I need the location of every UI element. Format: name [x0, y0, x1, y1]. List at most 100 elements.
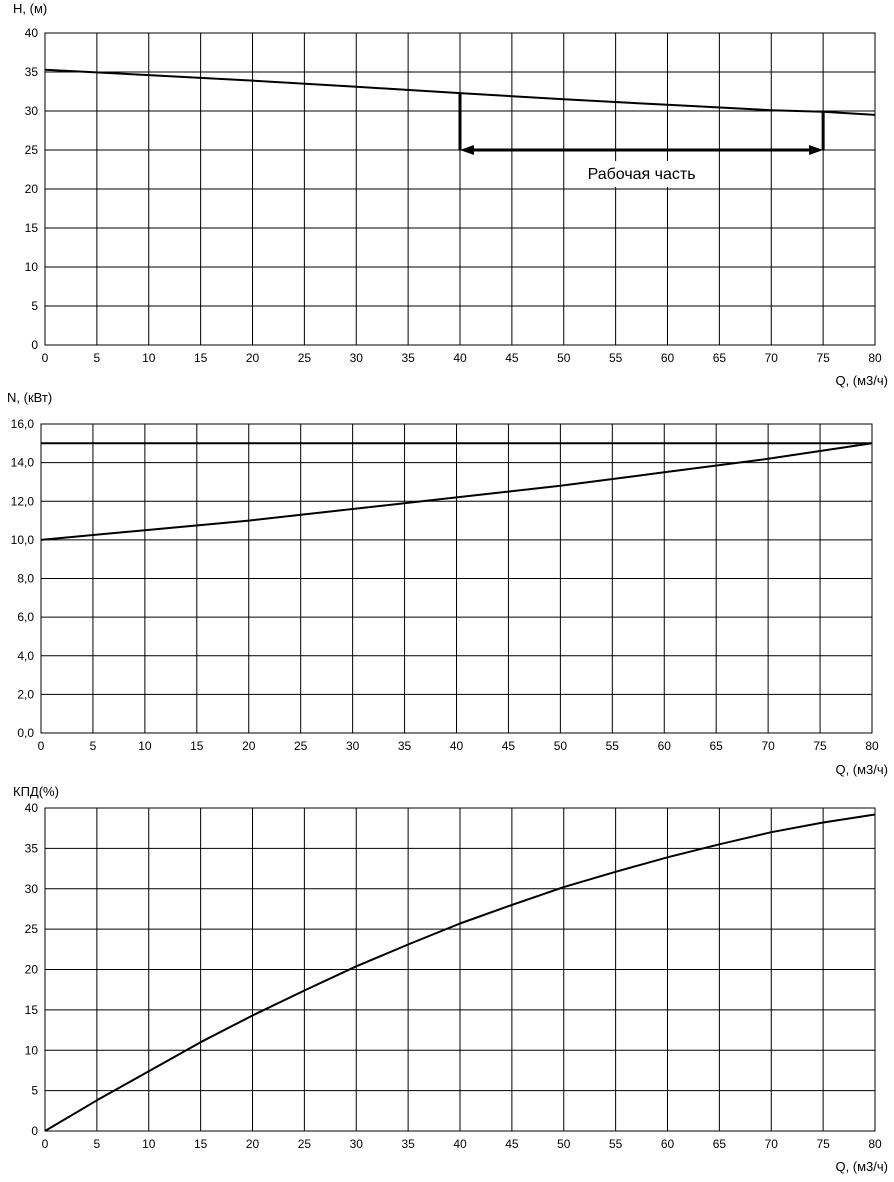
head-x-tick-label: 60	[661, 351, 675, 365]
head-y-tick-label: 35	[25, 65, 39, 79]
head-x-tick-label: 0	[42, 351, 49, 365]
head-x-tick-label: 40	[453, 351, 467, 365]
efficiency-x-tick-label: 50	[557, 1137, 571, 1151]
efficiency-x-tick-label: 30	[350, 1137, 364, 1151]
efficiency-y-tick-label: 40	[25, 801, 39, 815]
power-x-tick-label: 45	[502, 739, 516, 753]
efficiency-x-tick-label: 15	[194, 1137, 208, 1151]
efficiency-chart-plot: 0 5 10 15 20 25 30 35 40 45 50 55 60 65 70 75 80 0 5 10 15 20…	[25, 801, 882, 1151]
efficiency-x-tick-label: 25	[298, 1137, 312, 1151]
efficiency-chart-ylabel: КПД(%)	[13, 784, 59, 799]
working-range-arrowhead-left	[460, 145, 474, 155]
power-x-tick-label: 50	[554, 739, 568, 753]
power-y-tick-label: 2,0	[17, 687, 34, 701]
power-chart-ylabel: N, (кВт)	[7, 390, 52, 405]
head-y-tick-label: 5	[31, 299, 38, 313]
efficiency-x-tick-label: 20	[246, 1137, 260, 1151]
power-x-tick-label: 35	[398, 739, 412, 753]
power-x-tick-label: 80	[865, 739, 879, 753]
efficiency-x-tick-label: 80	[868, 1137, 882, 1151]
head-x-tick-label: 30	[350, 351, 364, 365]
working-range-label: Рабочая часть	[588, 166, 696, 183]
power-y-tick-label: 0,0	[17, 726, 34, 740]
power-x-tick-label: 0	[38, 739, 45, 753]
efficiency-y-tick-label: 25	[25, 922, 39, 936]
working-range-annotation: Рабочая часть	[458, 93, 825, 187]
efficiency-y-tick-label: 5	[31, 1084, 38, 1098]
head-x-tick-label: 45	[505, 351, 519, 365]
efficiency-x-tick-label: 60	[661, 1137, 675, 1151]
efficiency-chart: КПД(%) Q, (м3/ч) 0 5 10 15 20 25 30 35 40 45 50 55 6…	[13, 784, 888, 1174]
efficiency-x-tick-label: 75	[816, 1137, 830, 1151]
head-y-tick-label: 40	[25, 26, 39, 40]
power-x-tick-label: 20	[242, 739, 256, 753]
power-y-tick-label: 4,0	[17, 649, 34, 663]
power-x-tick-label: 25	[294, 739, 308, 753]
head-x-tick-label: 20	[246, 351, 260, 365]
efficiency-plot-frame	[44, 807, 876, 1132]
working-range-arrowhead-right	[809, 145, 824, 155]
head-chart-plot: 0 5 10 15 20 25 30 35 40 45 50 55 60 65 70 75 80 0 5 10 15 20…	[25, 26, 882, 365]
efficiency-chart-xlabel: Q, (м3/ч)	[835, 1159, 888, 1174]
power-y-tick-label: 8,0	[17, 572, 34, 586]
efficiency-y-tick-label: 15	[25, 1003, 39, 1017]
head-x-tick-label: 65	[713, 351, 727, 365]
efficiency-x-tick-label: 40	[453, 1137, 467, 1151]
efficiency-x-tick-label: 70	[765, 1137, 779, 1151]
power-plot-frame	[40, 423, 873, 734]
head-x-tick-label: 80	[868, 351, 882, 365]
head-series-line-1	[44, 68, 876, 116]
head-plot-frame	[44, 32, 876, 346]
efficiency-x-tick-label: 35	[401, 1137, 415, 1151]
power-chart-plot: 0 5 10 15 20 25 30 35 40 45 50 55 60 65 70 75 80 0,0 2,0 4,…	[11, 417, 879, 753]
head-chart-xlabel: Q, (м3/ч)	[835, 373, 888, 388]
head-y-tick-label: 10	[25, 260, 39, 274]
power-chart: N, (кВт) Q, (м3/ч) 0 5 10 15 20 25 30 35 40 45 50 5…	[7, 390, 888, 777]
power-x-tick-label: 60	[658, 739, 672, 753]
head-x-tick-label: 5	[94, 351, 101, 365]
head-x-tick-label: 15	[194, 351, 208, 365]
head-x-tick-label: 70	[765, 351, 779, 365]
efficiency-y-tick-label: 35	[25, 841, 39, 855]
efficiency-y-tick-label: 0	[31, 1124, 38, 1138]
head-x-tick-label: 50	[557, 351, 571, 365]
head-x-tick-label: 35	[401, 351, 415, 365]
head-y-tick-label: 30	[25, 104, 39, 118]
power-x-tick-label: 75	[813, 739, 827, 753]
head-y-tick-label: 0	[31, 338, 38, 352]
efficiency-y-tick-label: 30	[25, 882, 39, 896]
efficiency-x-tick-label: 65	[713, 1137, 727, 1151]
efficiency-x-tick-label: 0	[42, 1137, 49, 1151]
efficiency-x-tick-label: 55	[609, 1137, 623, 1151]
head-chart-ylabel: H, (м)	[13, 1, 47, 16]
head-x-tick-label: 25	[298, 351, 312, 365]
power-x-tick-label: 65	[710, 739, 724, 753]
head-y-tick-label: 20	[25, 182, 39, 196]
power-y-tick-label: 16,0	[11, 417, 35, 431]
efficiency-x-tick-label: 5	[94, 1137, 101, 1151]
head-x-tick-label: 10	[142, 351, 156, 365]
efficiency-x-tick-label: 10	[142, 1137, 156, 1151]
working-range-label-background	[573, 161, 710, 187]
power-x-tick-label: 55	[606, 739, 620, 753]
head-x-tick-label: 55	[609, 351, 623, 365]
head-chart: H, (м) Q, (м3/ч) 0 5 10 15 20 25 30 35 40 45 50 55 6…	[13, 1, 888, 388]
efficiency-x-tick-label: 45	[505, 1137, 519, 1151]
efficiency-y-tick-label: 10	[25, 1043, 39, 1057]
power-series-line-2	[40, 442, 873, 541]
power-y-tick-label: 14,0	[11, 456, 35, 470]
power-x-tick-label: 15	[190, 739, 204, 753]
power-y-tick-label: 10,0	[11, 533, 35, 547]
head-y-tick-label: 15	[25, 221, 39, 235]
power-y-tick-label: 12,0	[11, 494, 35, 508]
power-x-tick-label: 5	[90, 739, 97, 753]
efficiency-y-tick-label: 20	[25, 963, 39, 977]
power-x-tick-label: 70	[761, 739, 775, 753]
power-y-tick-label: 6,0	[17, 610, 34, 624]
head-y-tick-label: 25	[25, 143, 39, 157]
power-x-tick-label: 30	[346, 739, 360, 753]
efficiency-series-line-1	[44, 813, 876, 1132]
power-x-tick-label: 10	[138, 739, 152, 753]
power-x-tick-label: 40	[450, 739, 464, 753]
